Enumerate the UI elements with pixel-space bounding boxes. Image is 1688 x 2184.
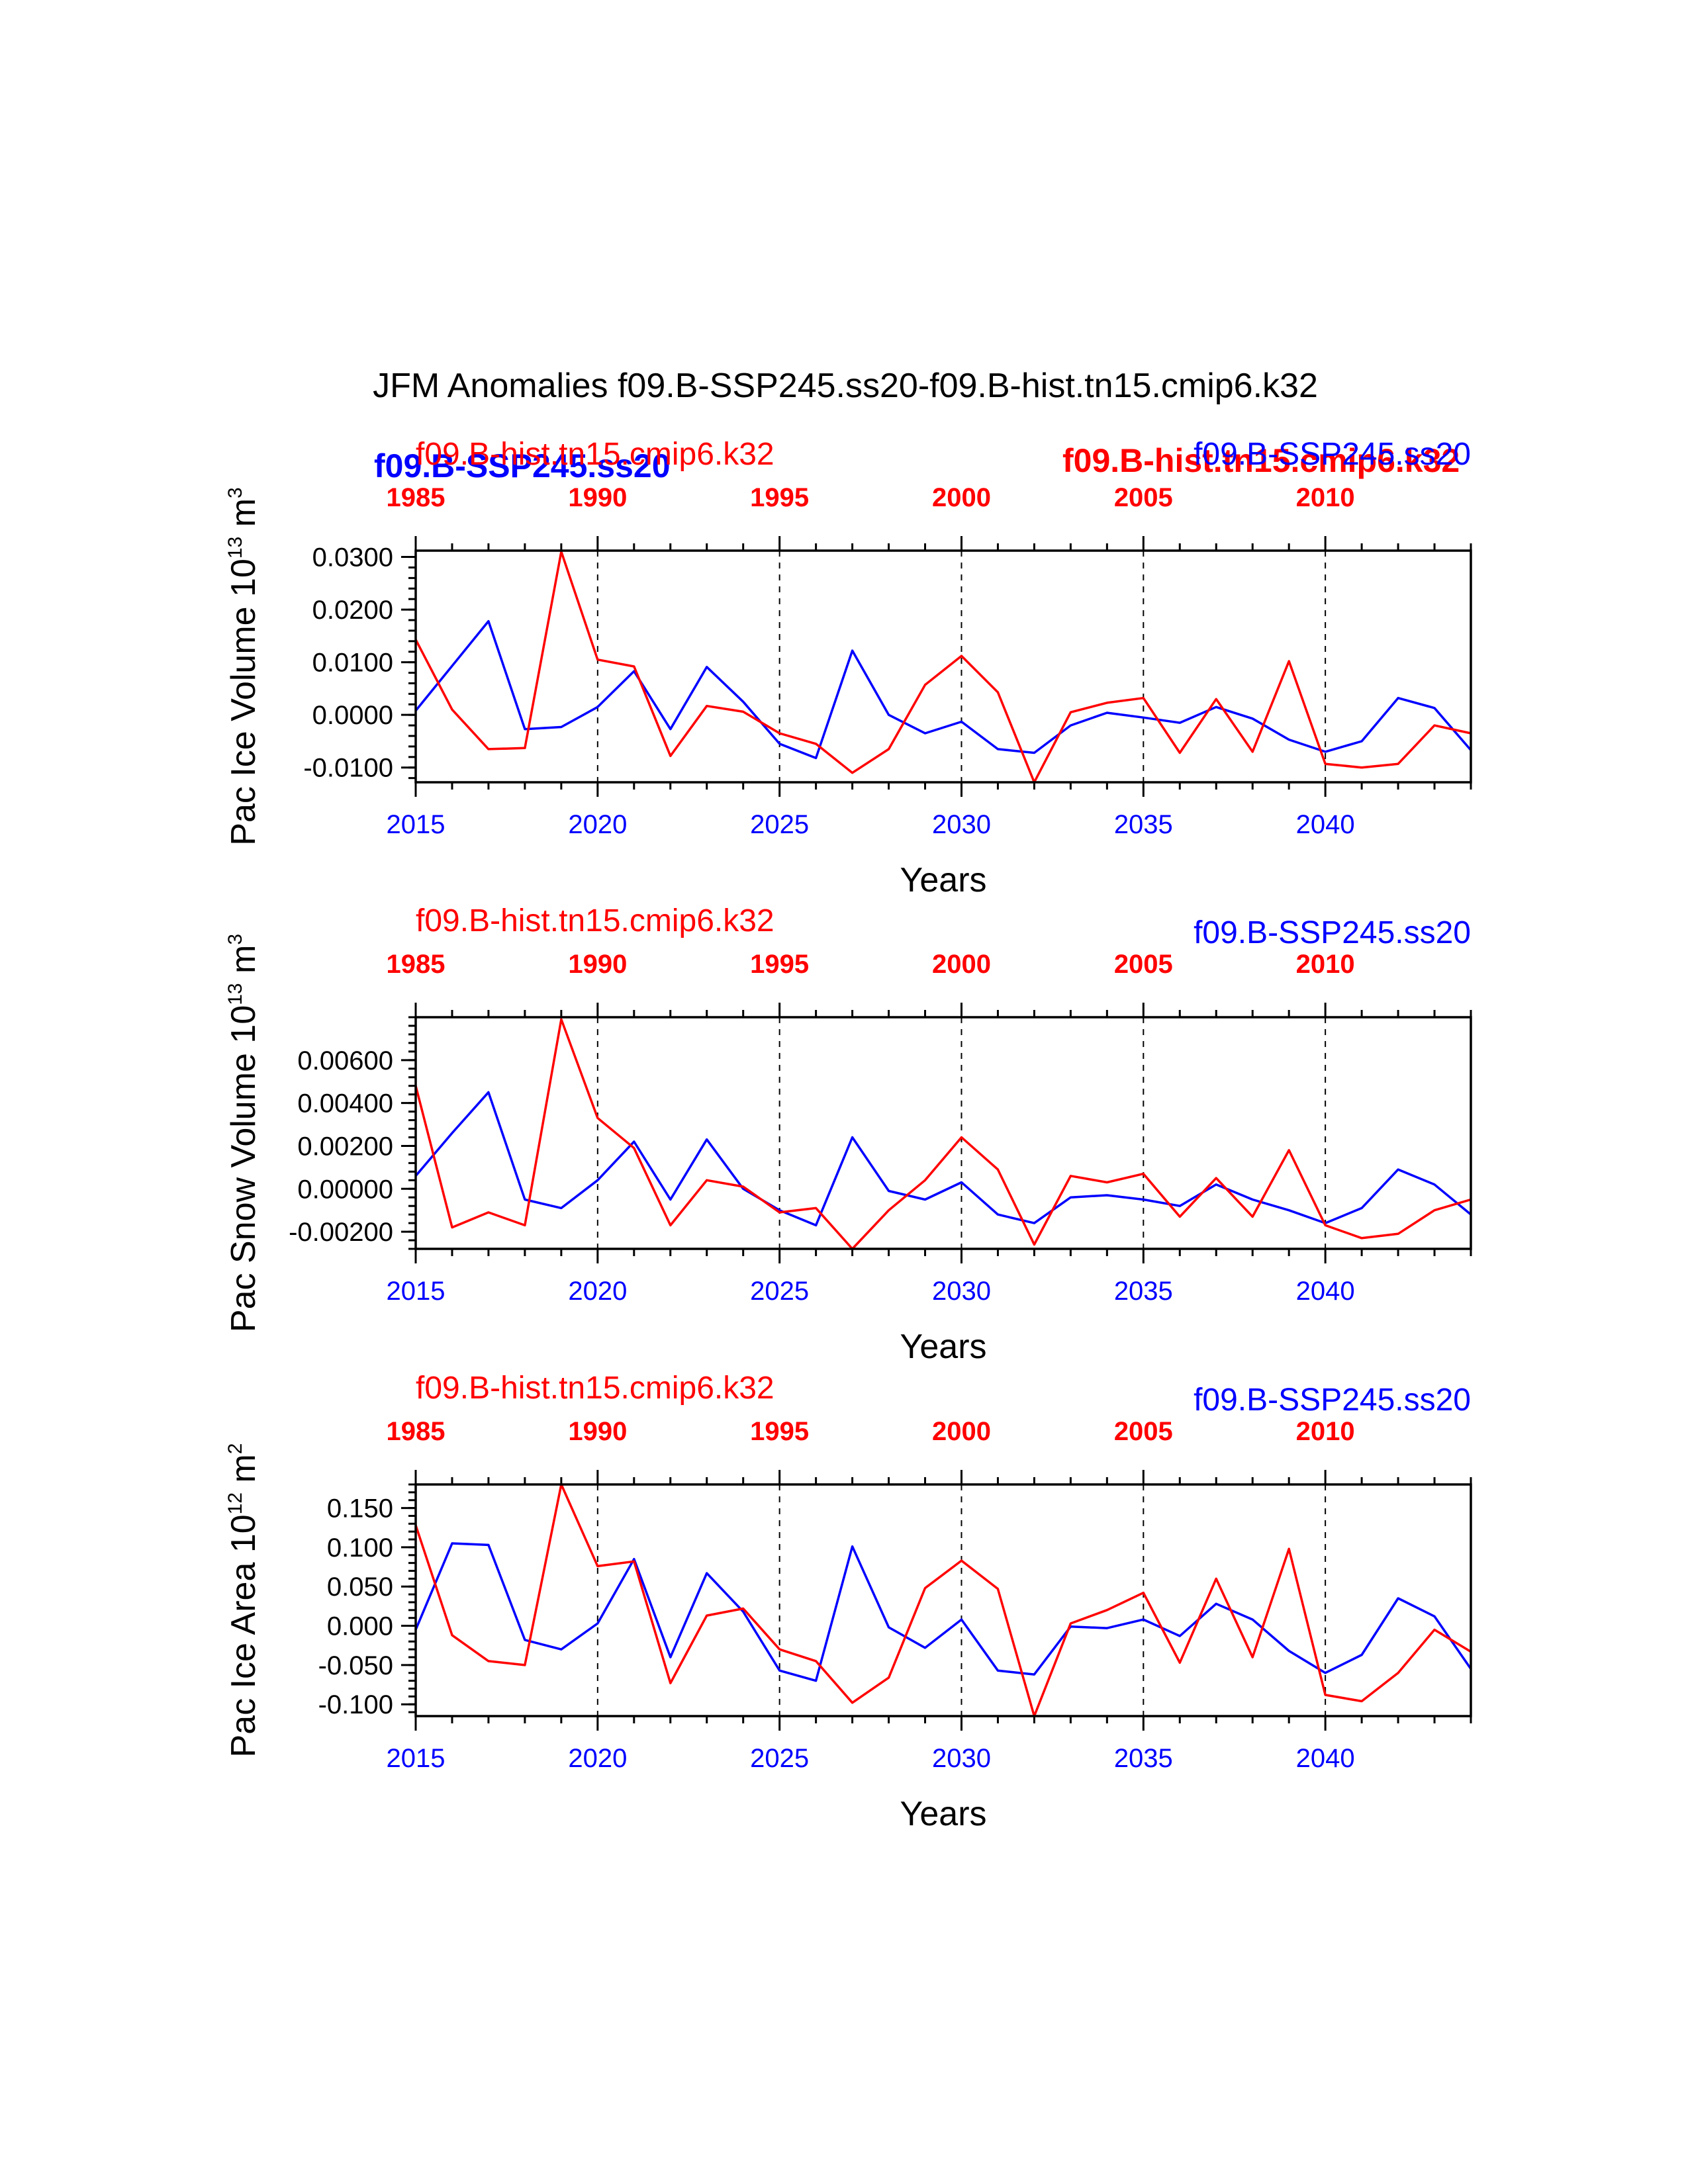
y-axis-label: Pac Ice Area 1012 m2 <box>224 1443 263 1758</box>
y-axis-label-unit-exponent: 3 <box>224 934 246 945</box>
plot-frame <box>414 1016 1472 1250</box>
main-title: JFM Anomalies f09.B-SSP245.ss20-f09.B-hi… <box>373 367 1318 405</box>
x-axis-label: Years <box>900 861 986 899</box>
y-axis-label-main: Pac Snow Volume 10 <box>224 1005 263 1332</box>
y-axis-label-main: Pac Ice Area 10 <box>224 1514 263 1757</box>
x-tick-label: 2040 <box>1296 810 1355 839</box>
x-axis-label: Years <box>900 1795 986 1833</box>
y-tick-label: 0.150 <box>327 1494 393 1524</box>
x-tick-label: 2035 <box>1114 1277 1173 1306</box>
y-axis-label-main: Pac Ice Volume 10 <box>224 559 263 846</box>
y-axis-label-unit: m <box>224 498 263 537</box>
y-tick-label: 0.100 <box>327 1533 393 1563</box>
y-axis-label: Pac Snow Volume 1013 m3 <box>224 934 263 1332</box>
top-x-tick-label: 1985 <box>387 1417 445 1446</box>
ssp-dataset-label: f09.B-SSP245.ss20 <box>1194 437 1471 472</box>
x-tick-label: 2030 <box>932 810 991 839</box>
x-tick-label: 2040 <box>1296 1277 1355 1306</box>
series-line-hist <box>414 550 1472 784</box>
top-x-tick-label: 2005 <box>1114 1417 1173 1446</box>
y-axis-label-exponent: 13 <box>224 537 246 559</box>
y-axis-label-exponent: 12 <box>224 1492 246 1514</box>
x-tick-label: 2020 <box>568 810 627 839</box>
panel-1: 2015 2020 2025 2030 2035 2040 1985 1990 1995 2000… <box>224 437 1472 899</box>
y-tick-label: 0.0200 <box>312 596 393 625</box>
x-tick-label: 2030 <box>932 1744 991 1773</box>
plot-frame <box>414 549 1472 784</box>
hist-dataset-label: f09.B-hist.tn15.cmip6.k32 <box>416 903 774 938</box>
top-x-tick-label: 2000 <box>932 483 991 512</box>
top-x-tick-label: 1990 <box>568 483 627 512</box>
top-x-tick-label: 2005 <box>1114 950 1173 979</box>
x-tick-label: 2015 <box>387 810 445 839</box>
x-tick-label: 2035 <box>1114 810 1173 839</box>
plot-frame <box>414 1483 1472 1717</box>
y-tick-label: -0.0100 <box>303 754 393 783</box>
y-tick-label: 0.050 <box>327 1572 393 1602</box>
ssp-overlay-label-left: f09.B-SSP245.ss20 <box>374 447 671 484</box>
y-tick-label: 0.0000 <box>312 701 393 730</box>
top-x-tick-label: 2000 <box>932 1417 991 1446</box>
y-axis-label-exponent: 13 <box>224 983 246 1005</box>
top-x-tick-label: 1995 <box>750 483 809 512</box>
x-tick-label: 2025 <box>750 810 809 839</box>
top-x-tick-label: 2010 <box>1296 1417 1355 1446</box>
ssp-dataset-label: f09.B-SSP245.ss20 <box>1194 915 1471 950</box>
y-tick-label: 0.00000 <box>297 1175 393 1204</box>
panel-2: 2015 2020 2025 2030 2035 2040 1985 1990 1995 2000… <box>224 903 1472 1366</box>
series-line-ssp245 <box>414 1091 1472 1227</box>
x-tick-label: 2040 <box>1296 1744 1355 1773</box>
y-tick-label: 0.00600 <box>297 1046 393 1075</box>
x-tick-label: 2030 <box>932 1277 991 1306</box>
hist-overlay-label-right: f09.B-hist.tn15.cmip6.k32 <box>1062 442 1460 479</box>
y-axis-label: Pac Ice Volume 1013 m3 <box>224 487 263 845</box>
top-x-tick-label: 2010 <box>1296 483 1355 512</box>
series-line-hist <box>414 1018 1472 1250</box>
top-x-tick-label: 1990 <box>568 950 627 979</box>
top-x-tick-label: 2005 <box>1114 483 1173 512</box>
top-x-tick-label: 2010 <box>1296 950 1355 979</box>
y-tick-label: 0.0300 <box>312 543 393 572</box>
y-axis-label-unit-exponent: 2 <box>224 1443 246 1455</box>
x-tick-label: 2035 <box>1114 1744 1173 1773</box>
top-x-tick-label: 1995 <box>750 950 809 979</box>
y-axis-label-unit-exponent: 3 <box>224 487 246 498</box>
panel-3: 2015 2020 2025 2030 2035 2040 1985 1990 1995 2000… <box>224 1371 1472 1833</box>
y-tick-label: -0.00200 <box>289 1218 393 1247</box>
y-tick-label: 0.00400 <box>297 1089 393 1118</box>
top-x-tick-label: 1985 <box>387 950 445 979</box>
top-x-tick-label: 1985 <box>387 483 445 512</box>
top-x-tick-label: 1990 <box>568 1417 627 1446</box>
top-x-tick-label: 2000 <box>932 950 991 979</box>
y-tick-label: 0.0100 <box>312 649 393 678</box>
y-tick-label: -0.100 <box>318 1690 393 1719</box>
x-axis-label: Years <box>900 1328 986 1366</box>
x-tick-label: 2025 <box>750 1277 809 1306</box>
x-tick-label: 2015 <box>387 1744 445 1773</box>
y-tick-label: 0.00200 <box>297 1132 393 1161</box>
x-tick-label: 2020 <box>568 1277 627 1306</box>
x-tick-label: 2015 <box>387 1277 445 1306</box>
x-tick-label: 2025 <box>750 1744 809 1773</box>
series-line-ssp245 <box>414 619 1472 760</box>
series-line-hist <box>414 1483 1472 1717</box>
top-x-tick-label: 1995 <box>750 1417 809 1446</box>
y-tick-label: -0.050 <box>318 1651 393 1680</box>
series-line-ssp245 <box>414 1542 1472 1682</box>
y-axis-label-unit: m <box>224 1454 263 1492</box>
y-axis-label-unit: m <box>224 945 263 983</box>
x-tick-label: 2020 <box>568 1744 627 1773</box>
y-tick-label: 0.000 <box>327 1612 393 1641</box>
hist-dataset-label: f09.B-hist.tn15.cmip6.k32 <box>416 437 774 472</box>
hist-dataset-label: f09.B-hist.tn15.cmip6.k32 <box>416 1371 774 1406</box>
ssp-dataset-label: f09.B-SSP245.ss20 <box>1194 1383 1471 1418</box>
